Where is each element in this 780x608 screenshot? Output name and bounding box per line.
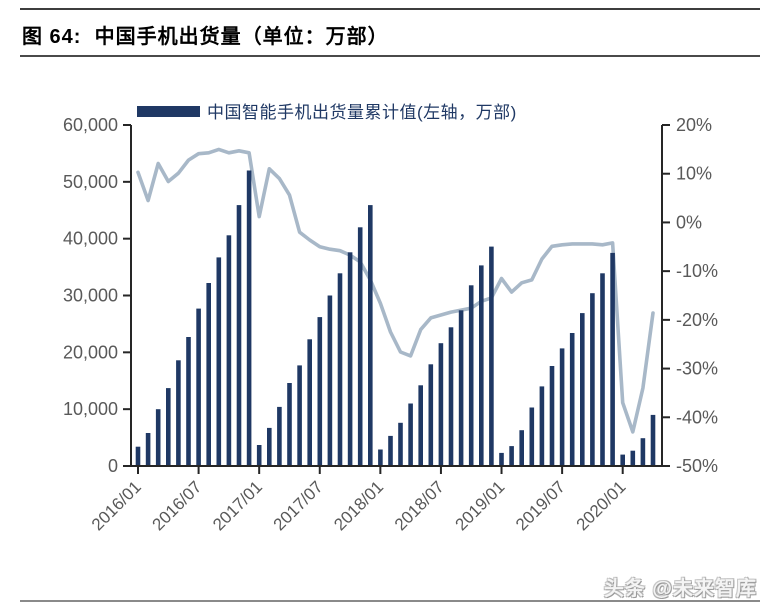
right-axis-tick-label: -50% <box>676 456 718 476</box>
bar <box>196 308 201 466</box>
bar <box>640 438 646 466</box>
bar <box>529 407 535 466</box>
left-axis-tick-label: 30,000 <box>63 286 118 306</box>
bar <box>479 265 484 466</box>
bar <box>155 409 161 466</box>
bar <box>176 360 181 466</box>
bar <box>468 285 474 466</box>
axes: 0 10,000 20,000 30,000 40,000 50,000 60,000 20%… <box>63 115 718 534</box>
left-axis-tick-label: 40,000 <box>63 229 118 249</box>
bar <box>610 252 615 466</box>
chart-legend: 中国智能手机出货量累计值(左轴，万部) <box>137 99 517 122</box>
bar <box>337 273 343 466</box>
bar <box>277 406 282 466</box>
bar <box>206 283 211 466</box>
x-axis-tick-label: 2019/07 <box>512 477 569 534</box>
bar <box>317 317 323 466</box>
left-axis-tick-label: 20,000 <box>63 342 118 362</box>
x-axis-tick-label: 2016/07 <box>149 477 206 534</box>
right-axis-tick-label: -30% <box>676 359 718 379</box>
right-axis-tick-label: 10% <box>676 164 712 184</box>
bar <box>580 313 585 466</box>
right-axis-tick-label: -10% <box>676 261 718 281</box>
x-axis-tick-label: 2017/01 <box>209 477 266 534</box>
left-axis-tick-label: 50,000 <box>63 172 118 192</box>
bar <box>145 433 151 466</box>
yoy-line <box>136 147 655 434</box>
bar <box>368 205 373 466</box>
x-axis-tick-label: 2019/01 <box>451 477 508 534</box>
bar <box>135 446 141 466</box>
bar <box>287 383 292 466</box>
bar <box>216 257 222 466</box>
bar <box>256 445 262 466</box>
bar <box>489 246 494 466</box>
bar <box>549 366 555 466</box>
bar <box>388 435 393 466</box>
bar <box>246 170 252 466</box>
bar <box>186 337 191 466</box>
bar <box>630 450 636 466</box>
yoy-line-series <box>136 147 655 434</box>
x-axis-tick-label: 2018/01 <box>330 477 387 534</box>
right-axis-tick-label: 0% <box>676 212 702 232</box>
bar <box>600 273 605 466</box>
bar <box>418 385 423 466</box>
bar <box>428 364 434 466</box>
bar <box>378 449 383 466</box>
bar <box>569 333 575 466</box>
bar <box>438 343 444 466</box>
right-axis-tick-label: 20% <box>676 115 712 135</box>
bar <box>236 205 242 466</box>
bar <box>226 235 232 466</box>
bars-series <box>135 170 656 466</box>
bar <box>650 414 656 466</box>
title-rule <box>20 55 760 57</box>
x-axis-tick-label: 2018/07 <box>391 477 448 534</box>
bar <box>499 452 504 466</box>
right-axis-tick-label: -40% <box>676 407 718 427</box>
bottom-rule <box>20 600 760 602</box>
right-axis-tick-label: -20% <box>676 310 718 330</box>
bar <box>408 403 413 466</box>
legend-bar-swatch <box>137 106 200 117</box>
bar <box>448 327 454 466</box>
bar <box>458 310 464 466</box>
left-axis-tick-label: 0 <box>108 456 118 476</box>
bar <box>297 365 302 466</box>
bar <box>327 295 333 466</box>
bar <box>166 388 171 466</box>
figure-title: 图 64: 中国手机出货量（单位：万部） <box>22 26 389 48</box>
bar <box>307 339 312 466</box>
bar <box>539 386 545 466</box>
x-axis-tick-label: 2016/01 <box>88 477 145 534</box>
top-rule <box>20 8 760 10</box>
bar <box>559 348 565 466</box>
bar <box>357 227 363 466</box>
bar <box>590 293 595 466</box>
left-axis-tick-label: 60,000 <box>63 115 118 135</box>
x-axis-tick-label: 2020/01 <box>573 477 630 534</box>
bar <box>620 454 625 466</box>
bar <box>519 430 524 466</box>
bar <box>509 446 514 466</box>
x-axis-tick-label: 2017/07 <box>270 477 327 534</box>
bar <box>347 252 353 466</box>
left-axis-tick-label: 10,000 <box>63 399 118 419</box>
legend-label: 中国智能手机出货量累计值(左轴，万部) <box>207 102 517 122</box>
watermark: 头条 @未来智库 <box>603 578 757 600</box>
bar <box>267 427 272 466</box>
bar <box>398 422 403 466</box>
